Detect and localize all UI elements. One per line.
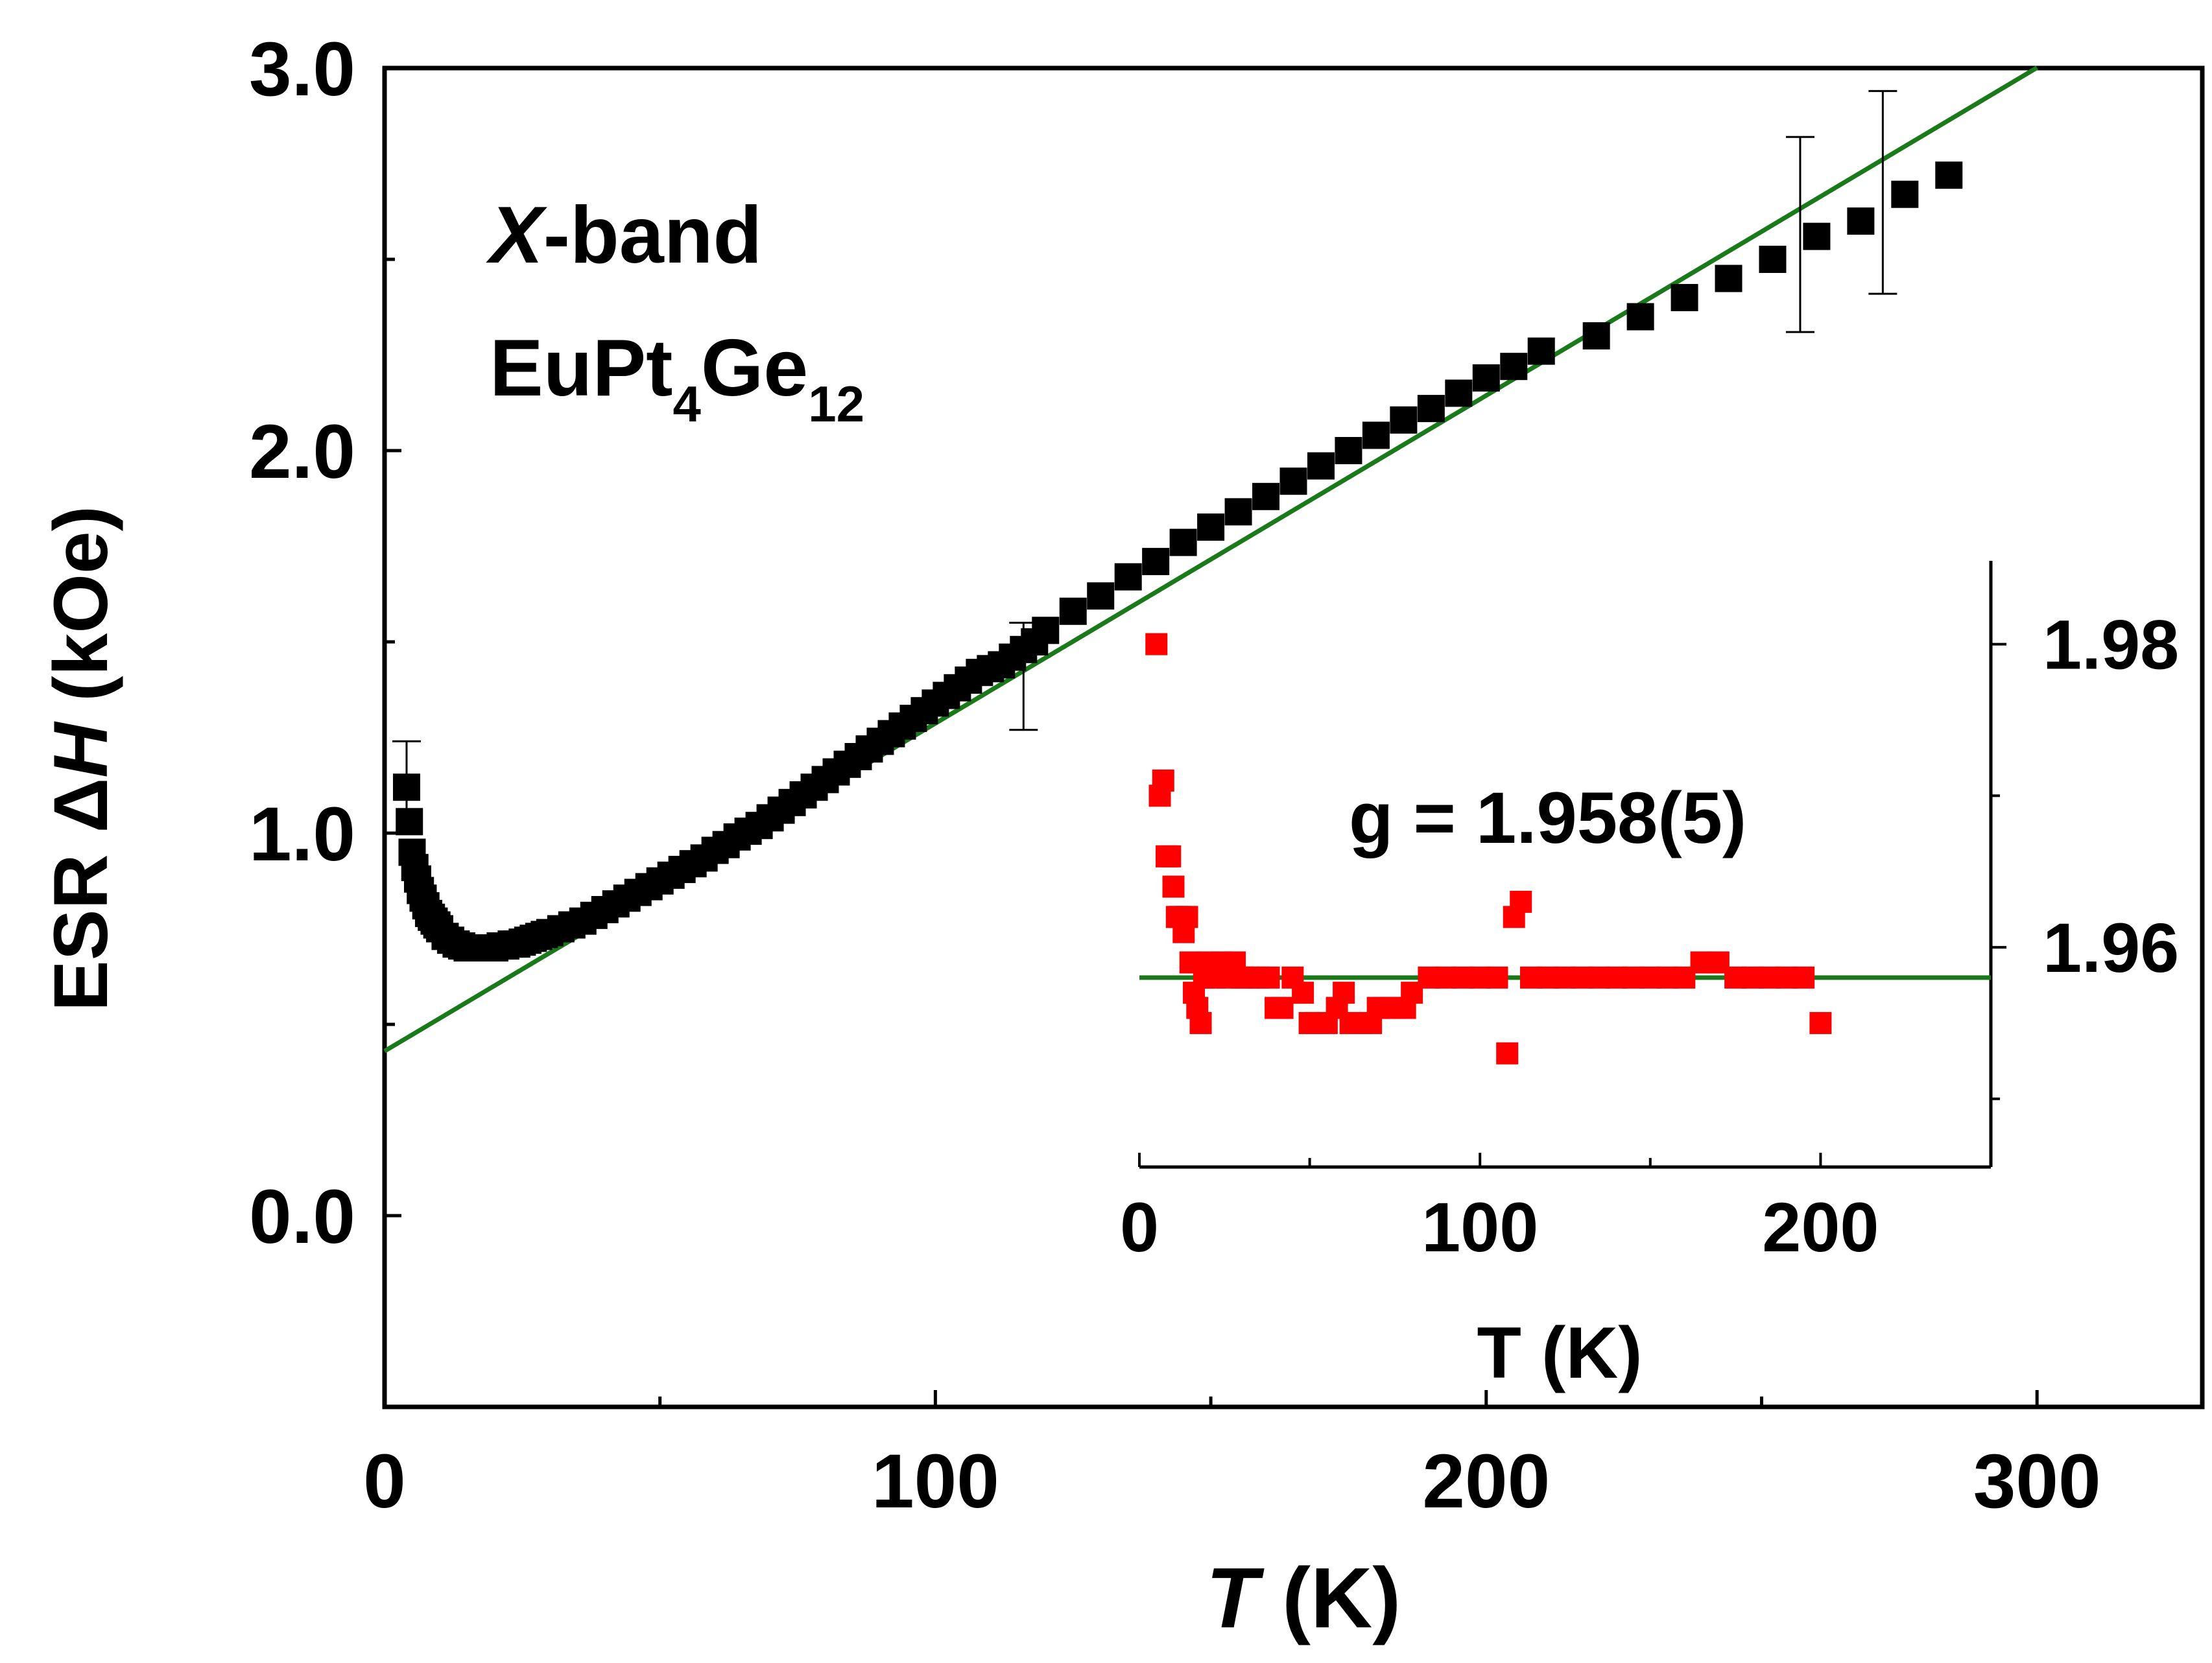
data-point: [1671, 284, 1698, 311]
y-axis-title: ESR ΔH (kOe): [38, 506, 124, 1011]
inset-axis-ticks: 0 100 200 1.96 1.98: [1120, 561, 2179, 1266]
main-plot-frame: [382, 65, 2205, 1409]
data-point: [1390, 406, 1418, 434]
data-point: [1224, 498, 1252, 526]
inset-data-point: [1496, 1042, 1519, 1065]
inset-y-tick-label: 1.98: [2043, 606, 2179, 684]
data-point: [1169, 528, 1197, 556]
inset-data-point: [1510, 890, 1532, 913]
data-point: [1803, 222, 1831, 250]
data-point: [1197, 513, 1225, 541]
data-point: [1417, 395, 1445, 423]
main-data-points: [392, 161, 1963, 961]
data-point: [1626, 303, 1654, 331]
inset-data-point: [1333, 982, 1355, 1004]
x-tick-label: 0: [363, 1439, 406, 1524]
y-tick-label: 2.0: [249, 409, 355, 495]
x-tick-label: 100: [872, 1439, 999, 1524]
data-point: [1472, 364, 1500, 392]
inset-data-point: [1152, 769, 1174, 792]
y-tick-label: 1.0: [249, 792, 355, 877]
g-value-annotation: g = 1.958(5): [1349, 777, 1746, 858]
inset-x-axis-title: T (K): [1477, 1312, 1642, 1393]
data-point: [1142, 548, 1170, 576]
data-point: [1307, 452, 1335, 480]
compound-label: EuPt4Ge12: [490, 324, 864, 432]
data-point: [1759, 246, 1787, 273]
inset-data-point: [1792, 966, 1815, 989]
inset-x-tick-label: 200: [1762, 1188, 1879, 1266]
inset-data-point: [1809, 1011, 1832, 1034]
y-tick-label: 0.0: [249, 1174, 355, 1260]
data-point: [1059, 597, 1087, 625]
inset-x-tick-label: 0: [1120, 1188, 1159, 1266]
inset-data-point: [1162, 875, 1185, 898]
inset-data-point: [1176, 906, 1198, 928]
data-point: [1527, 337, 1555, 365]
data-point: [1847, 207, 1875, 235]
inset-data-point: [1271, 997, 1294, 1019]
data-point: [1252, 482, 1280, 510]
inset-data-point: [1257, 966, 1280, 989]
data-point: [1500, 353, 1528, 381]
data-point: [1445, 379, 1473, 407]
data-point: [1032, 617, 1060, 644]
data-point: [1715, 265, 1742, 292]
data-point: [1891, 180, 1919, 208]
data-point: [1582, 322, 1610, 349]
data-point: [1279, 467, 1307, 495]
inset-data-point: [1145, 633, 1168, 655]
y-tick-label: 3.0: [249, 27, 355, 112]
x-tick-label: 300: [1973, 1439, 2101, 1524]
data-point: [396, 808, 423, 836]
x-tick-label: 200: [1422, 1439, 1550, 1524]
inset-data-point: [1159, 845, 1182, 867]
data-point: [1114, 563, 1142, 591]
main-axis-ticks: 0 100 200 300 0.0 1.0 2.0 3.0: [249, 27, 2101, 1524]
inset-y-tick-label: 1.96: [2043, 908, 2179, 987]
inset-data-point: [1189, 1011, 1212, 1034]
inset-data-points: [1145, 633, 1832, 1065]
data-point: [1335, 437, 1362, 464]
inset-data-point: [1292, 982, 1314, 1004]
data-point: [1087, 582, 1115, 610]
inset-x-tick-label: 100: [1421, 1188, 1538, 1266]
data-point: [1362, 421, 1390, 449]
x-axis-title: T (K): [1206, 1550, 1401, 1645]
inset-data-point: [1486, 966, 1508, 989]
data-point: [1935, 161, 1963, 189]
band-label: X-band: [486, 191, 762, 280]
data-point: [392, 773, 420, 801]
